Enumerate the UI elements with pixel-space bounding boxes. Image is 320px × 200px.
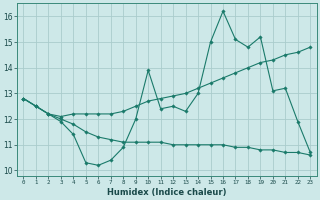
X-axis label: Humidex (Indice chaleur): Humidex (Indice chaleur)	[107, 188, 227, 197]
